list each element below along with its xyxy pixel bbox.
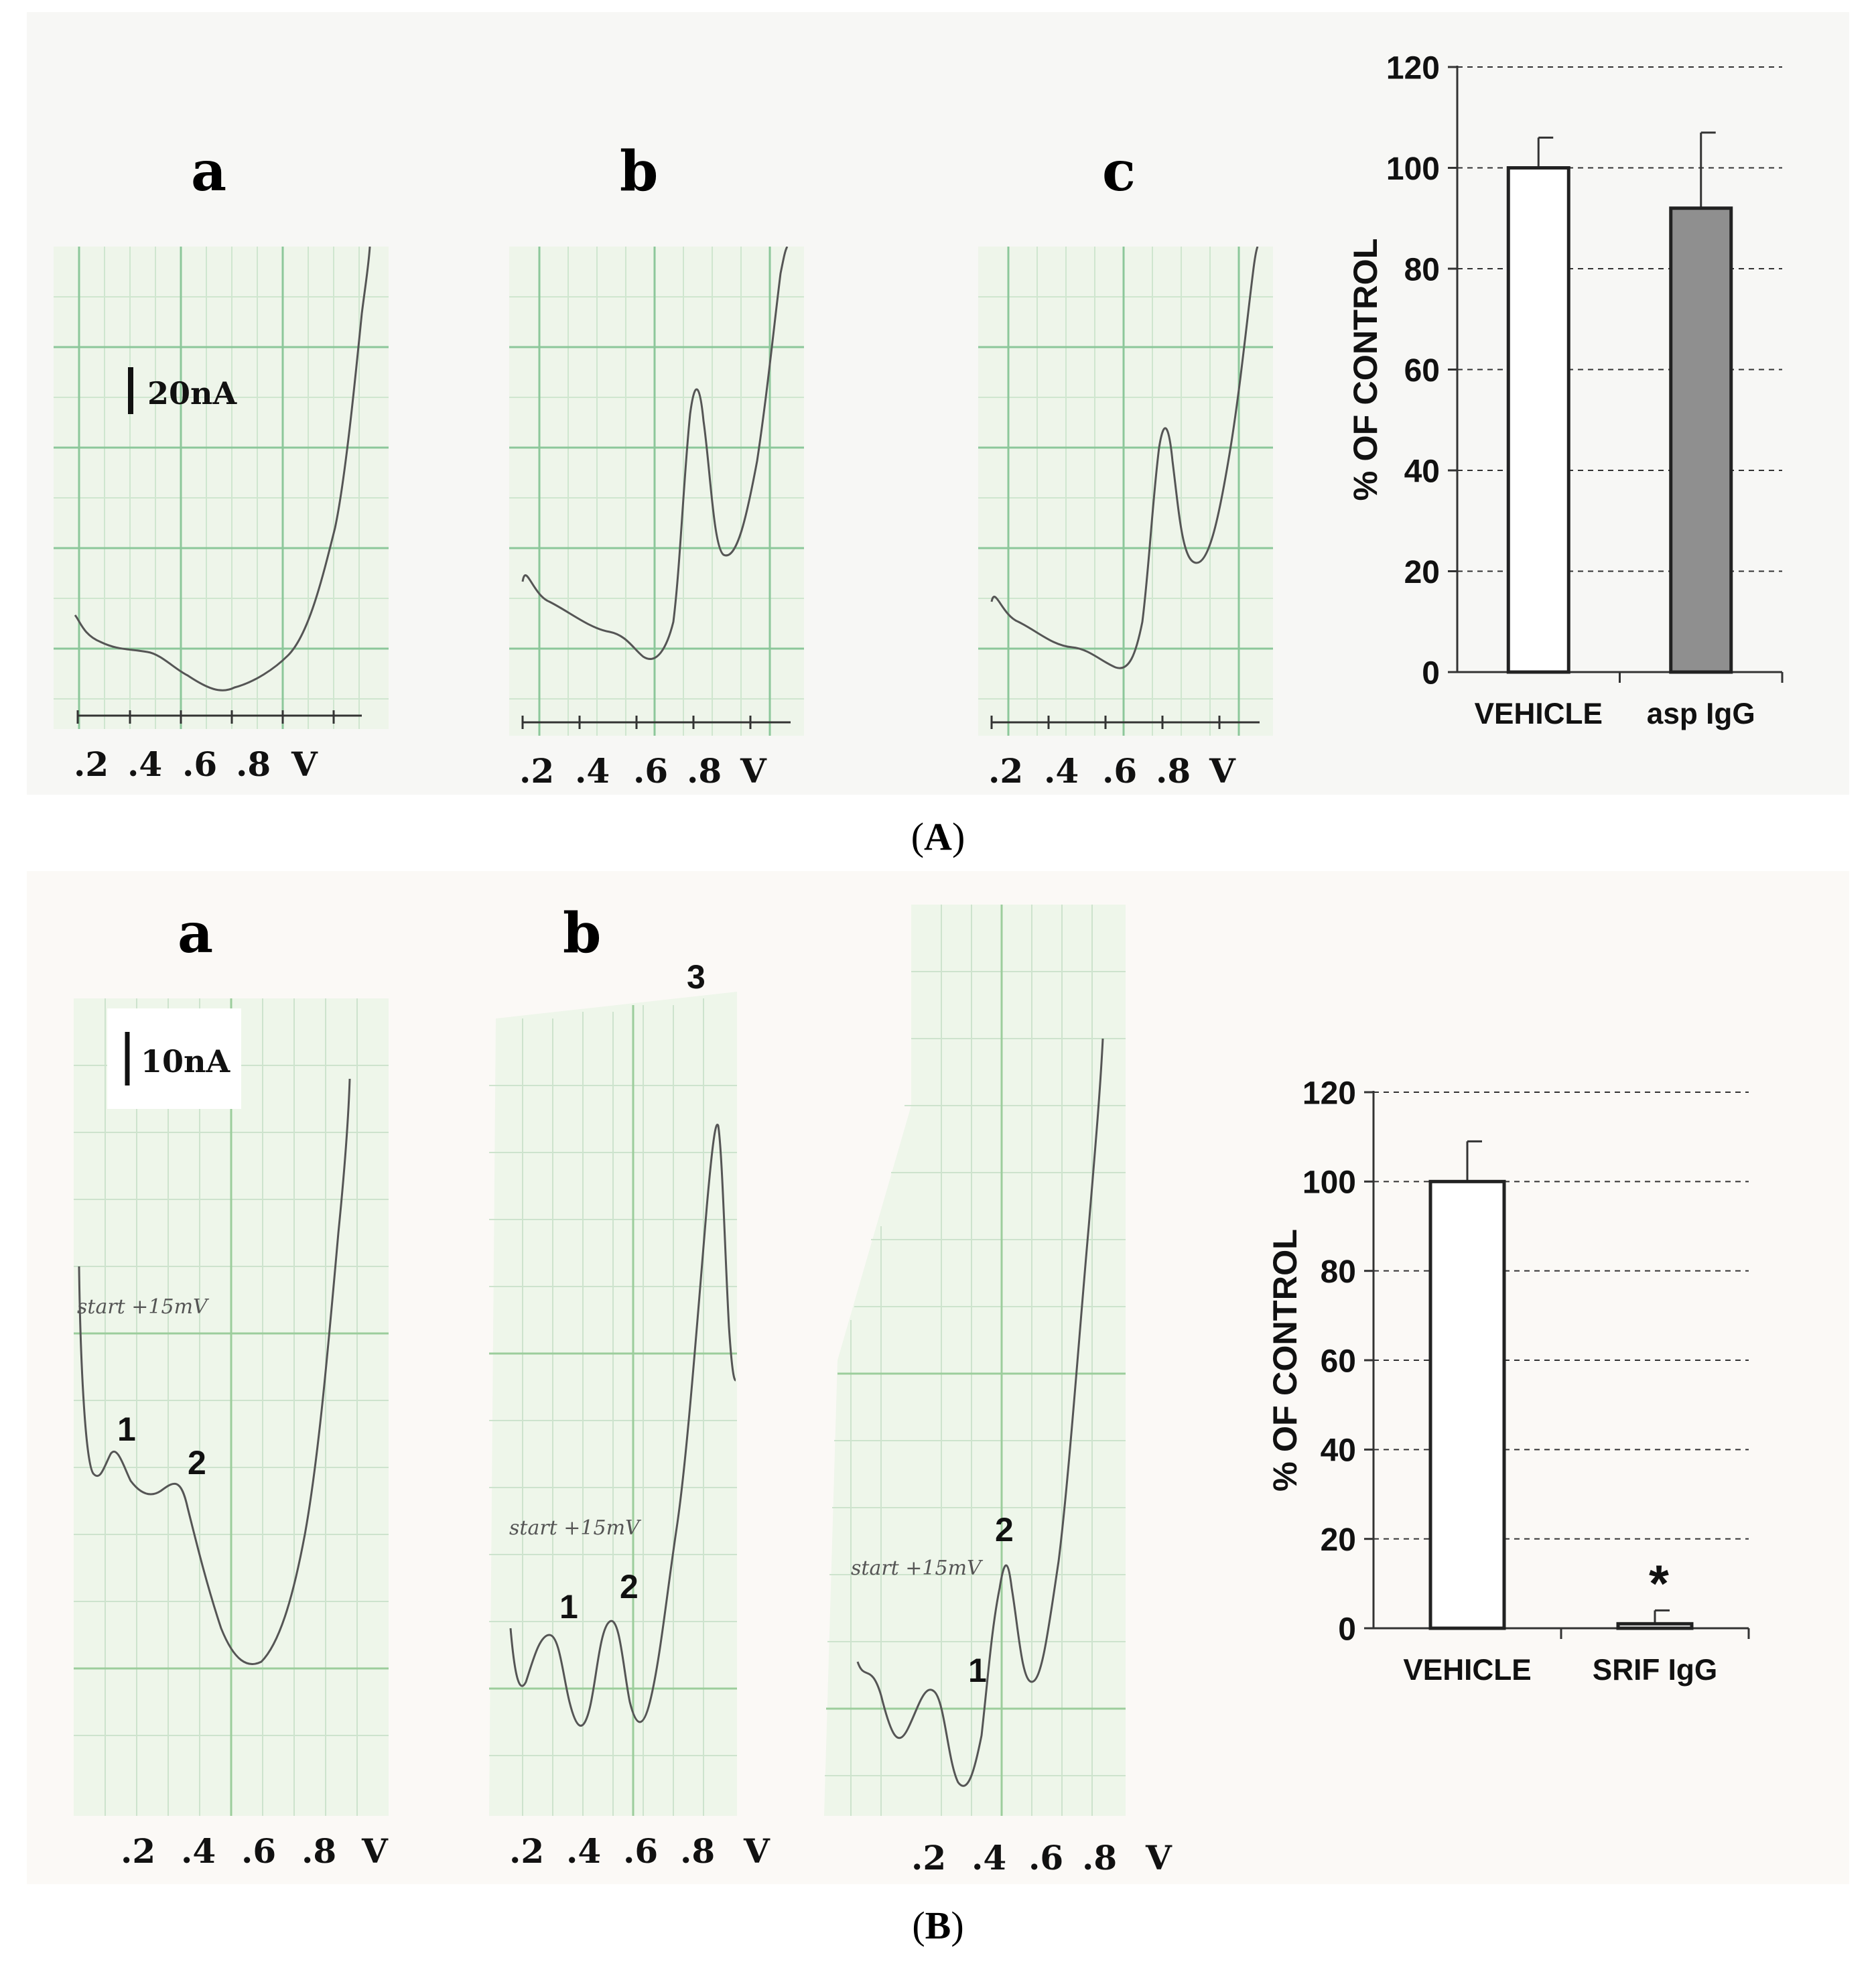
x-tick: .2 bbox=[121, 1831, 155, 1871]
x-tick: V bbox=[743, 1831, 770, 1871]
bar-chart-b: 0 20 40 60 80 100 120 VEHICLE SRIF IgG * % OF CONT… bbox=[1233, 1059, 1836, 1809]
trace-label: b bbox=[563, 901, 602, 966]
y-tick-label: 20 bbox=[1321, 1522, 1356, 1558]
trace-label: c bbox=[1102, 139, 1136, 204]
x-tick: .2 bbox=[519, 751, 554, 791]
y-tick-label: 20 bbox=[1404, 555, 1440, 590]
x-tick: .2 bbox=[988, 751, 1023, 791]
x-tick: .2 bbox=[74, 744, 109, 784]
bar-vehicle bbox=[1506, 166, 1570, 674]
bar-asp-igg bbox=[1669, 206, 1733, 674]
x-tick: .4 bbox=[575, 751, 610, 791]
x-tick: .2 bbox=[509, 1831, 544, 1871]
y-tick-label: 120 bbox=[1302, 1075, 1356, 1111]
peak-label: 2 bbox=[620, 1568, 639, 1605]
bar-srif-igg bbox=[1616, 1622, 1694, 1630]
caption-b: (B) bbox=[912, 1904, 964, 1947]
significance-marker: * bbox=[1649, 1555, 1669, 1612]
panel-b: a b c bbox=[27, 871, 1849, 1884]
scale-bar-label: 20nA bbox=[147, 375, 237, 411]
trace-label: b bbox=[620, 139, 659, 204]
x-tick: .8 bbox=[680, 1831, 715, 1871]
handwritten-note: start +15mV bbox=[851, 1557, 984, 1580]
x-tick: .8 bbox=[1156, 751, 1191, 791]
handwritten-note: start +15mV bbox=[77, 1295, 210, 1319]
trace-label: a bbox=[191, 139, 227, 204]
bar-chart-a-svg: 0 20 40 60 80 100 120 VEHICLE asp IgG % OF CONTRO… bbox=[1346, 50, 1784, 730]
voltammogram-b-b: start +15mV 1 2 3 .2 .4 .6 .8 V bbox=[469, 951, 817, 1876]
y-axis-label: % OF CONTROL bbox=[1346, 239, 1384, 501]
x-tick: .8 bbox=[687, 751, 722, 791]
handwritten-note: start +15mV bbox=[509, 1516, 642, 1540]
x-category-label: asp IgG bbox=[1647, 698, 1755, 730]
caption-a: (A) bbox=[911, 815, 965, 858]
x-category-label: SRIF IgG bbox=[1593, 1654, 1717, 1687]
peak-label: 1 bbox=[968, 1652, 987, 1689]
bar-vehicle bbox=[1428, 1179, 1506, 1630]
panel-a: a bbox=[27, 12, 1849, 795]
x-tick: .6 bbox=[182, 744, 217, 784]
x-tick: .8 bbox=[236, 744, 271, 784]
x-tick: .6 bbox=[1102, 751, 1137, 791]
y-tick-label: 0 bbox=[1422, 655, 1440, 691]
y-axis-label: % OF CONTROL bbox=[1266, 1229, 1304, 1492]
bar-chart-a: 0 20 40 60 80 100 120 VEHICLE asp IgG % OF CONTRO… bbox=[1327, 25, 1849, 763]
x-category-label: VEHICLE bbox=[1475, 698, 1603, 730]
x-tick: V bbox=[291, 744, 318, 784]
bar-chart-b-svg: 0 20 40 60 80 100 120 VEHICLE SRIF IgG * % OF CONT… bbox=[1266, 1075, 1750, 1687]
peak-label: 2 bbox=[995, 1511, 1014, 1549]
x-tick: .4 bbox=[181, 1831, 216, 1871]
x-tick: V bbox=[1145, 1838, 1172, 1876]
y-tick-label: 0 bbox=[1338, 1611, 1356, 1647]
x-tick: .6 bbox=[241, 1831, 276, 1871]
caption-a-letter: A bbox=[924, 815, 952, 858]
voltammogram-a-a: 20nA .2 .4 .6 .8 V bbox=[54, 247, 429, 803]
peak-label: 1 bbox=[117, 1410, 136, 1448]
peak-label: 2 bbox=[188, 1444, 206, 1482]
voltammogram-b-c: start +15mV 1 2 .2 .4 .6 .8 V bbox=[824, 905, 1199, 1876]
x-tick: V bbox=[361, 1831, 389, 1871]
x-tick: V bbox=[740, 751, 767, 791]
y-tick-label: 40 bbox=[1404, 454, 1440, 489]
x-category-label: VEHICLE bbox=[1403, 1654, 1531, 1687]
scale-bar-label: 10nA bbox=[141, 1043, 230, 1079]
x-tick: .4 bbox=[972, 1838, 1006, 1876]
trace-label: a bbox=[178, 901, 214, 966]
x-tick: .6 bbox=[623, 1831, 658, 1871]
y-tick-label: 40 bbox=[1321, 1433, 1356, 1469]
voltammogram-a-b: .2 .4 .6 .8 V bbox=[509, 247, 824, 803]
y-tick-label: 100 bbox=[1302, 1165, 1356, 1201]
caption-b-letter: B bbox=[925, 1904, 951, 1947]
x-tick: .4 bbox=[566, 1831, 601, 1871]
y-tick-label: 80 bbox=[1404, 252, 1440, 287]
x-tick: .6 bbox=[633, 751, 668, 791]
y-tick-label: 60 bbox=[1404, 353, 1440, 389]
voltammogram-b-a: 10nA start +15mV 1 2 .2 .4 .6 .8 V bbox=[74, 998, 422, 1876]
voltammogram-a-c: .2 .4 .6 .8 V bbox=[978, 247, 1293, 803]
y-tick-label: 80 bbox=[1321, 1254, 1356, 1290]
y-tick-label: 120 bbox=[1386, 50, 1440, 86]
y-tick-label: 100 bbox=[1386, 151, 1440, 187]
x-tick: .4 bbox=[1044, 751, 1079, 791]
peak-label: 3 bbox=[687, 958, 706, 996]
x-tick: .8 bbox=[302, 1831, 336, 1871]
y-tick-label: 60 bbox=[1321, 1343, 1356, 1379]
x-tick: .2 bbox=[911, 1838, 946, 1876]
x-tick: V bbox=[1209, 751, 1236, 791]
x-tick: .6 bbox=[1028, 1838, 1063, 1876]
x-tick: .8 bbox=[1082, 1838, 1117, 1876]
peak-label: 1 bbox=[559, 1588, 578, 1626]
x-tick: .4 bbox=[127, 744, 162, 784]
